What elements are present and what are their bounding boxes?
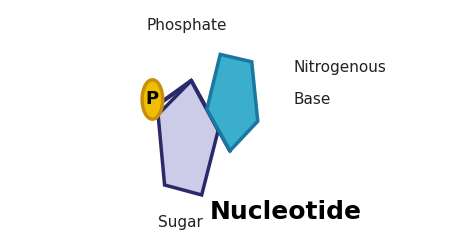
Text: P: P <box>146 91 159 108</box>
Text: Base: Base <box>293 92 331 107</box>
Polygon shape <box>158 81 218 195</box>
Polygon shape <box>207 54 258 151</box>
Ellipse shape <box>142 80 163 119</box>
Text: Nitrogenous: Nitrogenous <box>293 60 386 75</box>
Text: Nucleotide: Nucleotide <box>210 200 362 224</box>
Text: Phosphate: Phosphate <box>146 18 227 33</box>
Text: Sugar: Sugar <box>158 215 203 230</box>
